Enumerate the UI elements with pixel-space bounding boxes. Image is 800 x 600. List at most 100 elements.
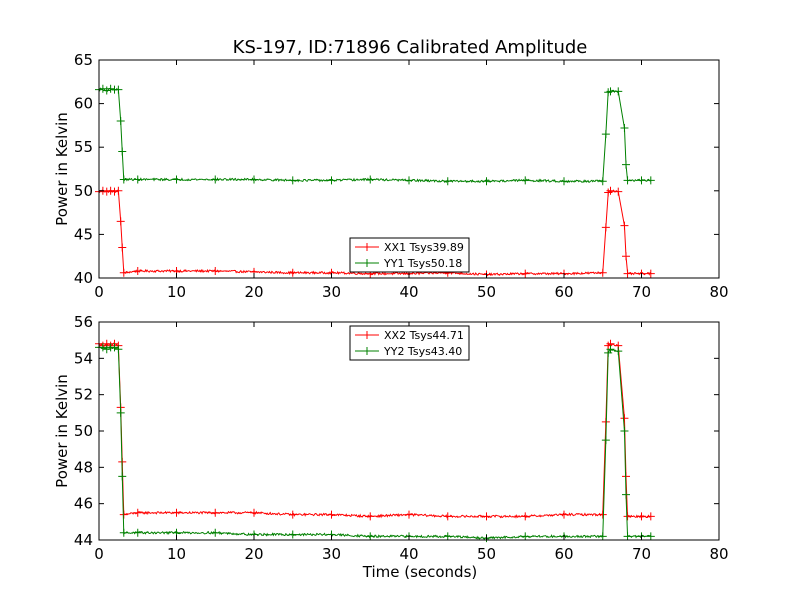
- data-point-marker: [114, 186, 123, 195]
- data-point-marker: [443, 532, 452, 541]
- data-point-marker: [521, 532, 530, 541]
- data-point-marker: [172, 508, 181, 517]
- x-tick-label: 20: [244, 545, 263, 563]
- legend-box: [349, 237, 470, 273]
- data-point-marker: [443, 177, 452, 186]
- data-point-marker: [116, 117, 125, 126]
- data-point-marker: [606, 345, 615, 354]
- chart-title: KS-197, ID:71896 Calibrated Amplitude: [233, 37, 588, 58]
- data-point-marker: [118, 147, 127, 156]
- data-point-marker: [288, 176, 297, 185]
- y-tick-label: 50: [74, 422, 93, 440]
- data-point-marker: [118, 243, 127, 252]
- data-point-marker: [116, 217, 125, 226]
- data-point-marker: [598, 268, 607, 277]
- legend-label: XX2 Tsys44.71: [384, 329, 464, 342]
- data-point-marker: [366, 175, 375, 184]
- data-point-marker: [521, 512, 530, 521]
- data-point-marker: [102, 187, 111, 196]
- top-panel: 0 10 20 30 40 50 60 70 80 40 45 50 55 60 65 Power in Ke…: [53, 51, 729, 301]
- data-point-marker: [366, 532, 375, 541]
- data-point-marker: [443, 512, 452, 521]
- data-point-marker: [133, 175, 142, 184]
- legend: XX2 Tsys44.71 YY2 Tsys43.40: [349, 325, 470, 361]
- y-tick-label: 65: [74, 51, 93, 69]
- x-tick-label: 80: [709, 283, 728, 301]
- y-tick-label: 60: [74, 95, 93, 113]
- y-tick-label: 45: [74, 225, 93, 243]
- x-tick-label: 0: [94, 545, 104, 563]
- data-point-marker: [560, 177, 568, 186]
- series-line-1: [98, 342, 651, 519]
- data-point-marker: [560, 510, 568, 519]
- data-point-marker: [98, 343, 107, 352]
- data-point-marker: [327, 510, 336, 519]
- x-tick-label: 80: [709, 545, 728, 563]
- data-point-marker: [211, 528, 220, 537]
- data-point-marker: [598, 532, 607, 541]
- data-point-marker: [646, 512, 655, 521]
- data-point-marker: [211, 267, 220, 276]
- data-point-marker: [405, 176, 413, 185]
- series-line-1: [98, 189, 652, 277]
- data-point-marker: [172, 175, 181, 184]
- data-point-marker: [614, 87, 623, 96]
- data-point-marker: [601, 223, 610, 232]
- x-tick-label: 30: [322, 545, 341, 563]
- legend-label: YY1 Tsys50.18: [383, 257, 462, 270]
- data-point-marker: [106, 186, 115, 195]
- x-tick-label: 30: [322, 283, 341, 301]
- data-point-marker: [623, 512, 632, 521]
- data-point-marker: [98, 84, 107, 93]
- x-tick-label: 60: [554, 545, 573, 563]
- x-axis-label: Time (seconds): [362, 563, 478, 581]
- data-point-marker: [250, 175, 258, 184]
- data-point-marker: [601, 130, 610, 139]
- x-tick-label: 20: [244, 283, 263, 301]
- y-tick-label: 55: [74, 138, 93, 156]
- data-point-marker: [110, 187, 119, 196]
- data-point-marker: [119, 175, 128, 184]
- y-tick-label: 40: [74, 269, 93, 287]
- data-point-marker: [482, 177, 491, 186]
- legend: XX1 Tsys39.89 YY1 Tsys50.18: [349, 237, 470, 273]
- data-point-marker: [620, 427, 629, 435]
- data-point-marker: [623, 269, 632, 278]
- data-point-marker: [623, 532, 632, 541]
- data-point-marker: [119, 268, 128, 277]
- x-tick-label: 70: [632, 545, 651, 563]
- data-point-marker: [114, 85, 123, 94]
- data-point-marker: [622, 252, 630, 261]
- x-tick-label: 40: [399, 283, 418, 301]
- data-point-marker: [405, 510, 413, 519]
- y-tick-label: 52: [74, 386, 93, 404]
- data-point-marker: [118, 472, 127, 481]
- data-point-marker: [288, 268, 297, 277]
- data-point-marker: [598, 177, 607, 186]
- x-tick-label: 0: [94, 283, 104, 301]
- data-point-marker: [521, 176, 530, 185]
- data-point-marker: [521, 269, 530, 278]
- legend-label: XX1 Tsys39.89: [384, 241, 464, 254]
- data-point-marker: [637, 176, 646, 185]
- data-point-marker: [366, 512, 375, 521]
- data-point-marker: [114, 345, 123, 354]
- y-tick-label: 54: [74, 349, 93, 367]
- data-point-marker: [327, 176, 336, 185]
- data-point-marker: [288, 510, 297, 519]
- data-point-marker: [133, 508, 142, 517]
- x-tick-label: 10: [167, 545, 186, 563]
- data-point-marker: [646, 532, 655, 541]
- legend-label: YY2 Tsys43.40: [383, 345, 462, 358]
- data-point-marker: [482, 512, 491, 521]
- x-tick-label: 60: [554, 283, 573, 301]
- data-point-marker: [133, 267, 142, 276]
- data-point-marker: [646, 269, 655, 278]
- y-tick-label: 50: [74, 182, 93, 200]
- data-point-marker: [288, 530, 297, 539]
- data-point-marker: [620, 414, 629, 423]
- y-axis-label: Power in Kelvin: [53, 374, 71, 488]
- y-axis-label: Power in Kelvin: [53, 112, 71, 226]
- data-point-marker: [133, 528, 142, 537]
